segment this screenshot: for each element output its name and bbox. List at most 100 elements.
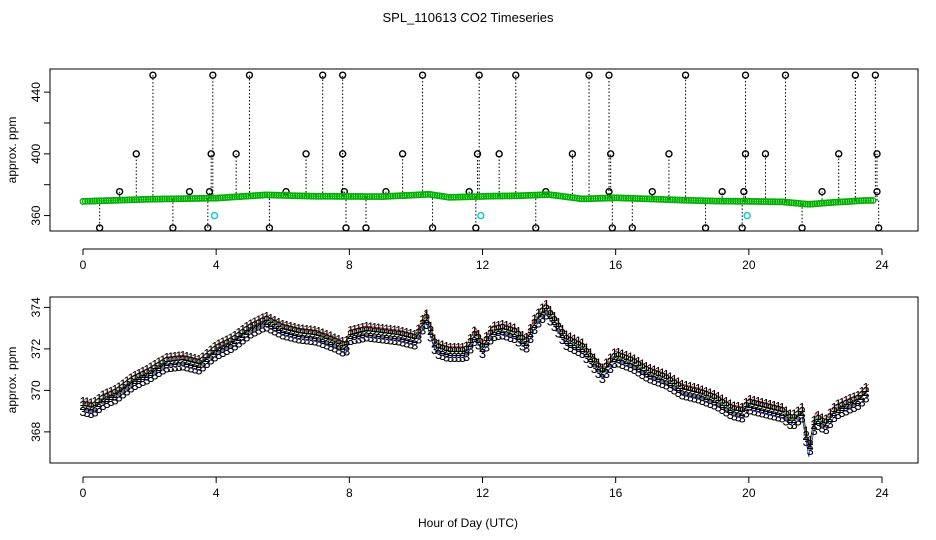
- series-1-marker: 1: [595, 356, 602, 371]
- series-1-marker: 1: [111, 382, 118, 397]
- baseline-point: [669, 196, 677, 204]
- baseline-point: [193, 194, 201, 202]
- baseline-point: [820, 199, 828, 207]
- top-panel: approx. ppm 0 4 8 12 16 20 24 360 400 440: [5, 68, 919, 272]
- baseline-point: [305, 192, 313, 200]
- series-2-marker: 2: [691, 384, 698, 399]
- series-3-marker: 3: [747, 402, 754, 417]
- baseline-point: [694, 197, 702, 205]
- series-3-marker: 3: [551, 319, 558, 334]
- series-3-marker: 3: [659, 376, 666, 391]
- series-1-marker: 1: [623, 348, 630, 363]
- spike-point: [835, 150, 843, 158]
- baseline-point: [827, 199, 835, 206]
- baseline-point: [690, 197, 698, 204]
- series-1-marker: 1: [451, 340, 458, 355]
- series-3-marker: 3: [643, 369, 650, 384]
- baseline-point: [736, 197, 744, 205]
- baseline-point: [746, 197, 753, 205]
- series-1-marker: 1: [671, 372, 678, 387]
- spike-point: [132, 150, 140, 158]
- x-tick-label: 0: [80, 258, 87, 272]
- series-1-marker: 1: [771, 398, 778, 413]
- baseline-point: [235, 193, 243, 201]
- series-1-marker: 1: [319, 326, 326, 341]
- series-2-marker: 2: [363, 323, 370, 338]
- series-2-marker: 2: [591, 355, 598, 370]
- series-1-marker: 1: [854, 388, 861, 403]
- series-1-marker: 1: [203, 346, 210, 361]
- series-2-marker: 2: [163, 354, 170, 369]
- spike-point: [761, 150, 770, 158]
- series-2-marker: 2: [427, 323, 434, 338]
- baseline-point: [652, 195, 660, 203]
- baseline-point: [86, 197, 94, 205]
- series-3-marker: 3: [211, 349, 218, 364]
- series-2-marker: 2: [603, 360, 610, 375]
- series-3-marker: 3: [407, 336, 414, 351]
- series-1-marker: 1: [267, 311, 274, 326]
- baseline-point: [801, 200, 809, 208]
- series-1-marker: 1: [455, 340, 462, 355]
- series-2-marker: 2: [327, 333, 334, 348]
- series-3-marker: 3: [115, 390, 122, 405]
- series-1-marker: 1: [683, 378, 690, 393]
- series-3-marker: 3: [862, 390, 869, 405]
- x-axis-label: Hour of Day (UTC): [418, 516, 518, 530]
- baseline-point: [515, 192, 523, 200]
- bottom-series-markers: 1111111111111111111111111111111111111111…: [79, 297, 869, 458]
- spike-point: [95, 224, 104, 232]
- series-3-marker: 3: [491, 329, 498, 344]
- series-1-marker: 1: [651, 363, 658, 378]
- series-2-marker: 2: [775, 403, 782, 418]
- series-3-marker: 3: [319, 336, 326, 351]
- y-tick-label: 370: [29, 380, 43, 400]
- series-2-marker: 2: [595, 360, 602, 375]
- series-3-marker: 3: [555, 326, 562, 341]
- series-1-marker: 1: [215, 336, 222, 351]
- series-1-marker: 1: [427, 319, 434, 334]
- top-x-axis: 0 4 8 12 16 20 24: [80, 248, 889, 272]
- series-3-marker: 3: [802, 434, 809, 449]
- series-3-marker: 3: [215, 347, 222, 362]
- series-1-marker: 1: [167, 350, 174, 365]
- series-2-marker: 2: [858, 388, 865, 403]
- baseline-point: [391, 192, 399, 200]
- baseline-point: [140, 195, 148, 203]
- series-2-marker: 2: [719, 396, 726, 411]
- baseline-point: [261, 191, 269, 199]
- series-2-marker: 2: [842, 397, 849, 412]
- series-1-marker: 1: [303, 322, 310, 337]
- baseline-point: [608, 194, 616, 202]
- baseline-point: [641, 195, 649, 203]
- series-3-marker: 3: [147, 370, 154, 385]
- series-2-marker: 2: [187, 354, 194, 369]
- baseline-point: [415, 191, 423, 199]
- series-1-marker: 1: [603, 356, 610, 371]
- series-1-marker: 1: [727, 397, 734, 412]
- baseline-point: [650, 195, 658, 203]
- baseline-point: [585, 195, 593, 203]
- series-2-marker: 2: [107, 388, 114, 403]
- baseline-point: [461, 193, 469, 201]
- series-2-marker: 2: [747, 396, 754, 411]
- baseline-point: [240, 192, 248, 200]
- series-1-marker: 1: [555, 315, 562, 330]
- series-1-marker: 1: [299, 322, 306, 337]
- series-1-marker: 1: [371, 320, 378, 335]
- series-3-marker: 3: [227, 341, 234, 356]
- baseline-point: [818, 199, 826, 207]
- series-1-marker: 1: [535, 305, 542, 320]
- baseline-point: [135, 196, 143, 204]
- series-1-marker: 1: [159, 352, 166, 367]
- baseline-point: [382, 192, 390, 200]
- baseline-point: [214, 194, 222, 202]
- spike-point: [265, 224, 274, 232]
- series-2-marker: 2: [359, 324, 366, 339]
- baseline-point: [457, 193, 464, 201]
- series-3-marker: 3: [798, 410, 805, 425]
- series-2-marker: 2: [794, 407, 801, 422]
- baseline-point: [270, 191, 278, 199]
- baseline-point: [370, 193, 378, 201]
- series-1-line: [82, 302, 869, 447]
